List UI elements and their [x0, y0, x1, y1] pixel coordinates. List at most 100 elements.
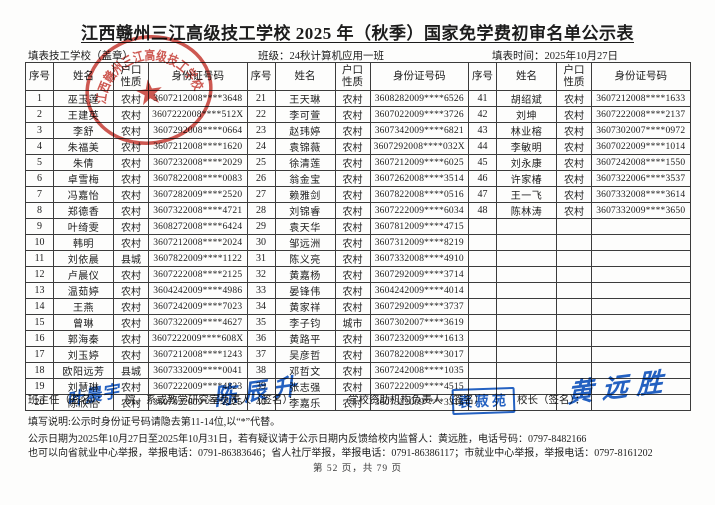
- cell-hukou: 农村: [113, 154, 149, 171]
- cell-id: 3607242008****1035: [369, 362, 469, 379]
- cell-no: 14: [25, 298, 54, 315]
- cell-hukou: [556, 250, 592, 267]
- cell-id: 3607232009****1613: [369, 330, 469, 347]
- table-row: 19 刘慧琳 农村 3607222009****4823 39 张志强 农村 36072220…: [25, 378, 691, 395]
- cell-no: 47: [468, 186, 497, 203]
- cell-hukou: 农村: [113, 378, 149, 395]
- cell-no: [468, 250, 497, 267]
- cell-no: 5: [25, 154, 54, 171]
- cell-name: [496, 266, 557, 283]
- cell-no: 7: [25, 186, 54, 203]
- cell-name: 欧阳远芳: [53, 362, 114, 379]
- class-label: 班级：24秋计算机应用一班: [258, 51, 384, 62]
- cell-name: [496, 250, 557, 267]
- aid-org-signature-stamp: 袁菽苑: [451, 386, 516, 416]
- cell-hukou: 农村: [334, 122, 371, 139]
- cell-hukou: 农村: [113, 218, 149, 235]
- cell-name: [496, 234, 557, 251]
- table-row: 9 叶绮雯 农村 3608272008****6424 29 袁天华 农村 360781200…: [25, 218, 691, 235]
- cell-no: [468, 234, 497, 251]
- cell-name: 陈义亮: [274, 250, 336, 267]
- cell-name: [496, 218, 557, 235]
- table-row: 15 曾琳 农村 3607322009****4627 35 李子钧 城市 360730200…: [25, 314, 691, 331]
- cell-id: 3607222009****6034: [369, 202, 469, 219]
- column-header: 户口性质: [334, 62, 371, 91]
- cell-hukou: 农村: [334, 106, 371, 123]
- cell-hukou: 农村: [113, 330, 149, 347]
- cell-name: 黄家祥: [274, 298, 336, 315]
- table-row: 4 朱福美 农村 3607212008****1620 24 袁锦薇 农村 360729200…: [25, 138, 691, 155]
- cell-id: 3607322006****3537: [591, 170, 691, 187]
- cell-hukou: [556, 234, 592, 251]
- table-row: 7 冯嘉怡 农村 3607282009****2520 27 赖雅剑 农村 360782200…: [25, 186, 691, 203]
- cell-name: 李舒: [53, 122, 114, 139]
- cell-hukou: 农村: [334, 330, 371, 347]
- cell-name: 刘永康: [496, 154, 557, 171]
- table-row: 1 巫玉莲 农村 3607212008****3648 21 王天琳 农村 360828200…: [25, 90, 691, 107]
- column-header: 姓名: [53, 62, 114, 91]
- cell-hukou: 农村: [113, 394, 149, 411]
- cell-id: 3607212008****1620: [148, 138, 248, 155]
- cell-hukou: [556, 266, 592, 283]
- cell-no: 22: [246, 106, 276, 123]
- cell-name: 刘玉婷: [53, 346, 114, 363]
- table-row: 12 卢晨仪 农村 3607222008****2125 32 黄嘉杨 农村 36072920…: [25, 266, 691, 283]
- roster-header-row: 序号 姓名 户口性质 身份证号码 序号 姓名 户口性质 身份证号码 序号 姓名 户口性质 身份证号码: [25, 62, 691, 91]
- table-row: 10 韩明 农村 3607212008****2024 30 邹远洲 农村 360731200…: [25, 234, 691, 251]
- cell-no: 18: [25, 362, 54, 379]
- cell-no: 33: [246, 282, 276, 299]
- cell-id: [591, 298, 691, 315]
- cell-name: [496, 282, 557, 299]
- cell-hukou: 农村: [334, 362, 371, 379]
- cell-hukou: 农村: [334, 90, 371, 107]
- cell-no: 31: [246, 250, 276, 267]
- cell-no: 44: [468, 138, 497, 155]
- cell-id: 3607222009****608X: [148, 330, 248, 347]
- cell-no: 29: [246, 218, 276, 235]
- cell-id: 3607822008****0516: [369, 186, 469, 203]
- table-row: 3 李舒 农村 3607292008****0664 23 赵玮婷 农村 3607342009…: [25, 122, 691, 139]
- cell-hukou: 农村: [334, 218, 371, 235]
- cell-id: 3607812009****4715: [369, 218, 469, 235]
- cell-id: 3607322008****4721: [148, 202, 248, 219]
- cell-no: [468, 266, 497, 283]
- cell-name: 郑德香: [53, 202, 114, 219]
- table-row: 5 朱倩 农村 3607232008****2029 25 徐清莲 农村 3607212009…: [25, 154, 691, 171]
- cell-id: [591, 250, 691, 267]
- cell-name: 李敏明: [496, 138, 557, 155]
- cell-name: 黄路平: [274, 330, 336, 347]
- cell-no: [468, 314, 497, 331]
- column-header: 姓名: [496, 62, 557, 91]
- column-header: 序号: [246, 62, 276, 91]
- cell-hukou: 农村: [113, 170, 149, 187]
- table-row: 2 王建英 农村 3607222008****512X 22 李可萱 农村 360702200…: [25, 106, 691, 123]
- cell-id: 3607332008****4910: [369, 250, 469, 267]
- cell-no: 4: [25, 138, 54, 155]
- column-header: 序号: [468, 62, 497, 91]
- cell-name: 许家椿: [496, 170, 557, 187]
- cell-hukou: 县城: [113, 250, 149, 267]
- cell-hukou: 农村: [334, 154, 371, 171]
- class-teacher-label: 班主任（签名）：: [28, 395, 107, 406]
- cell-id: 3607292009****3714: [369, 266, 469, 283]
- table-row: 18 欧阳远芳 县城 3607332009****0041 38 邓哲文 农村 3607242…: [25, 362, 691, 379]
- cell-name: 刘锦睿: [274, 202, 336, 219]
- cell-id: 3607332008****3614: [591, 186, 691, 203]
- cell-hukou: 农村: [556, 138, 592, 155]
- cell-no: 3: [25, 122, 54, 139]
- cell-id: [591, 394, 691, 411]
- cell-hukou: 农村: [334, 346, 371, 363]
- cell-hukou: 农村: [113, 90, 149, 107]
- cell-id: 3607282009****2520: [148, 186, 248, 203]
- cell-id: 3607212008****2024: [148, 234, 248, 251]
- column-header: 身份证号码: [591, 62, 691, 91]
- cell-hukou: 农村: [113, 346, 149, 363]
- cell-no: 35: [246, 314, 276, 331]
- cell-hukou: 农村: [334, 170, 371, 187]
- cell-name: 林业榕: [496, 122, 557, 139]
- cell-id: 3607822009****1122: [148, 250, 248, 267]
- cell-id: [591, 266, 691, 283]
- cell-hukou: 农村: [556, 202, 592, 219]
- cell-name: 陈欣怡: [53, 394, 114, 411]
